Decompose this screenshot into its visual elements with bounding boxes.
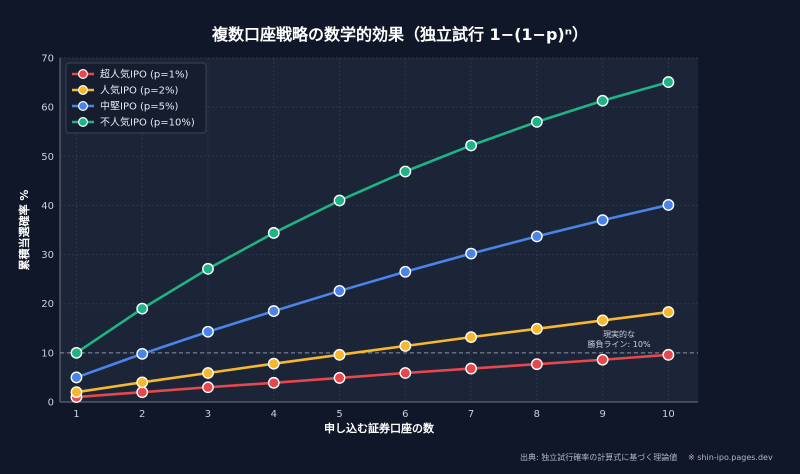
y-tick-label: 60 [41,103,54,114]
x-tick-label: 1 [73,409,79,420]
data-point-series-1 [399,367,412,379]
x-tick-label: 7 [468,409,474,420]
data-point-series-4 [202,262,214,275]
data-point-series-1 [333,372,346,384]
data-point-series-3 [530,230,543,243]
data-point-series-1 [530,358,543,371]
y-tick-label: 70 [41,54,54,65]
data-point-series-2 [465,331,477,344]
legend-label: 超人気IPO (p=1%) [100,68,189,81]
data-point-series-3 [202,325,214,338]
data-point-series-2 [333,348,346,361]
data-point-series-4 [530,115,543,128]
data-point-series-2 [530,322,543,335]
data-point-series-2 [202,367,214,379]
footer-site: ※ shin-ipo.pages.dev [688,453,773,462]
data-point-series-3 [136,347,149,360]
x-axis-label: 申し込む証券口座の数 [324,421,435,435]
data-point-series-2 [662,306,675,318]
data-point-series-4 [399,165,412,178]
series-points [70,76,675,403]
legend-label: 中堅IPO (p=5%) [100,100,179,113]
y-tick-label: 20 [41,299,54,310]
data-point-series-1 [662,348,675,361]
footer-source: 出典: 独立試行確率の計算式に基づく理論値 [520,452,677,462]
series-line-1 [76,353,669,399]
legend: 超人気IPO (p=1%) 人気IPO (p=2%) 中堅IPO (p=5%) 不人気… [65,62,207,134]
data-point-series-4 [465,139,477,152]
x-tick-label: 2 [139,409,145,420]
data-point-series-4 [662,76,675,88]
legend-marker [77,116,88,127]
data-point-series-4 [136,302,149,315]
data-point-series-3 [662,199,675,211]
legend-label: 不人気IPO (p=10%) [100,116,195,129]
series-line-3 [76,203,669,379]
data-point-series-2 [267,357,280,370]
reference-line-group: 現実的な 勝負ライン: 10% [60,329,698,354]
data-point-series-4 [596,94,609,107]
x-tick-label: 3 [205,409,211,420]
data-point-series-2 [596,314,609,327]
series-lines [75,80,669,399]
legend-items: 超人気IPO (p=1%) 人気IPO (p=2%) 中堅IPO (p=5%) 不人気… [72,68,195,129]
legend-marker [77,68,88,79]
legend-marker [77,100,88,111]
x-tick-label: 10 [662,409,675,420]
data-point-series-4 [267,227,280,239]
y-tick-label: 0 [48,398,54,409]
data-point-series-3 [333,285,346,297]
data-point-series-1 [465,362,477,375]
y-tick-label: 30 [41,250,54,261]
data-point-series-3 [70,371,83,384]
reference-label-line1: 現実的な [603,329,635,339]
x-tick-label: 6 [402,409,408,420]
data-point-series-2 [70,386,83,399]
reference-label-line2: 勝負ライン: 10% [588,339,651,349]
data-point-series-2 [136,376,149,389]
y-tick-label: 50 [41,152,54,163]
legend-box [65,62,207,134]
data-point-series-2 [399,340,412,352]
data-point-series-1 [596,353,609,366]
axes: 0 10 20 30 40 50 60 70 1 2 3 4 5 6 7 8 9 10 [41,54,698,420]
data-point-series-3 [267,305,280,317]
series-line-4 [75,80,669,354]
data-point-series-4 [333,194,346,207]
data-point-series-3 [465,247,477,260]
x-tick-label: 8 [534,409,540,420]
series-line-2 [76,310,669,394]
data-point-series-4 [70,346,83,359]
data-point-series-1 [267,376,280,389]
data-point-series-3 [399,265,412,278]
legend-marker [77,84,88,95]
x-tick-label: 4 [271,409,277,420]
y-tick-label: 10 [41,348,54,359]
y-tick-label: 40 [41,201,54,212]
data-point-series-3 [596,214,609,227]
legend-label: 人気IPO (p=2%) [100,84,179,97]
x-tick-label: 9 [599,409,605,420]
chart-title: 複数口座戦略の数学的効果（独立試行 1−(1−p)ⁿ） [211,25,588,44]
data-point-series-1 [202,381,214,394]
data-point-series-1 [136,386,149,399]
y-axis-label: 累積当選確率 % [17,190,31,271]
x-tick-label: 5 [336,409,342,420]
